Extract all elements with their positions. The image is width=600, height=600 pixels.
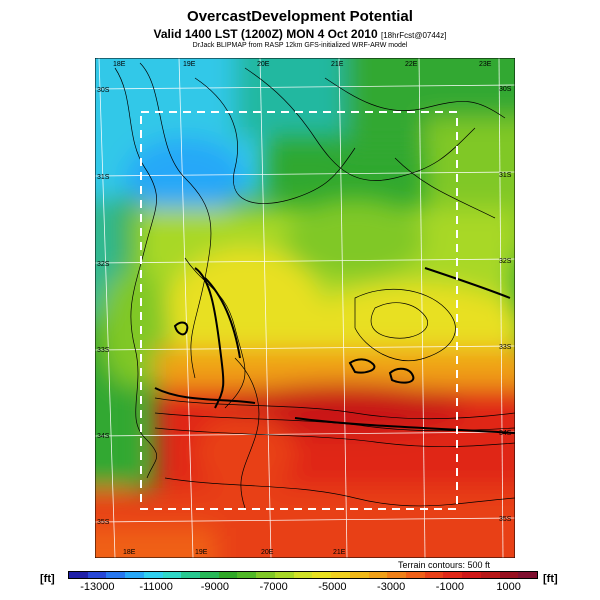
colorbar-swatch-24 (518, 572, 537, 578)
colorbar-swatch-5 (162, 572, 182, 578)
colorbar-swatch-0 (69, 572, 88, 578)
colorbar-swatch-19 (424, 572, 444, 578)
colorbar-swatch-14 (331, 572, 350, 578)
colorbar-swatch-23 (499, 572, 519, 578)
left-lat-label-5: 35S (97, 519, 110, 526)
colorbar-swatch-3 (125, 572, 144, 578)
bottom-lon-label-1: 19E (195, 549, 208, 556)
colorbar-tick-label-3: -7000 (259, 581, 288, 593)
valid-time-line: Valid 1400 LST (1200Z) MON 4 Oct 2010 [1… (0, 27, 600, 41)
subdomain-box (140, 111, 458, 510)
colorbar-swatch-17 (387, 572, 406, 578)
left-lat-label-3: 33S (97, 347, 110, 354)
bold-contours (154, 267, 515, 434)
overcast-field (95, 58, 515, 558)
left-lat-label-0: 30S (97, 87, 110, 94)
colorbar-swatch-13 (312, 572, 332, 578)
colorbar-swatch-4 (143, 572, 163, 578)
colorbar-tick-label-4: -5000 (318, 581, 347, 593)
top-lon-label-5: 23E (479, 61, 492, 68)
colorbar-swatch-16 (368, 572, 388, 578)
valid-time-text: Valid 1400 LST (1200Z) MON 4 Oct 2010 (153, 27, 378, 41)
map-plot: 18E 19E 20E 21E 22E 23E 18E 19E 20E 21E … (95, 58, 515, 558)
top-lon-label-1: 19E (183, 61, 196, 68)
right-lat-label-2: 32S (499, 258, 512, 265)
colorbar-swatch-1 (87, 572, 107, 578)
terrain-contours-note: Terrain contours: 500 ft (398, 560, 491, 570)
chart-title: OvercastDevelopment Potential (187, 8, 413, 25)
right-lat-label-3: 33S (499, 344, 512, 351)
colorbar-swatch-12 (293, 572, 313, 578)
colorbar-swatch-10 (256, 572, 275, 578)
source-line: DrJack BLIPMAP from RASP 12km GFS-initia… (192, 42, 408, 49)
colorbar-tick-label-6: -1000 (435, 581, 464, 593)
right-lat-label-5: 35S (499, 516, 512, 523)
colorbar-swatch-21 (462, 572, 481, 578)
forecast-tag: [18hrFcst@0744z] (380, 31, 447, 40)
colorbar-swatch-6 (181, 572, 201, 578)
terrain-contours (114, 62, 515, 509)
top-lon-label-3: 21E (331, 61, 344, 68)
bottom-lon-label-0: 18E (123, 549, 136, 556)
colorbar-swatch-18 (405, 572, 425, 578)
colorbar-swatch-7 (200, 572, 219, 578)
colorbar-ticks: -13000 -11000 -9000 -7000 -5000 -3000 -1000 100… (68, 581, 538, 597)
colorbar-swatch-8 (218, 572, 238, 578)
colorbar-tick-label-5: -3000 (377, 581, 406, 593)
top-lon-label-2: 20E (257, 61, 270, 68)
colorbar-tick-label-7: 1000 (496, 581, 521, 593)
right-lat-label-0: 30S (499, 86, 512, 93)
colorbar-tick-label-0: -13000 (80, 581, 115, 593)
top-lon-label-4: 22E (405, 61, 418, 68)
left-lat-label-4: 34S (97, 433, 110, 440)
left-lat-label-1: 31S (97, 174, 110, 181)
colorbar-swatch-15 (349, 572, 369, 578)
colorbar-swatch-20 (443, 572, 463, 578)
left-lat-label-2: 32S (97, 261, 110, 268)
colorbar-swatch-22 (480, 572, 500, 578)
bottom-lon-label-3: 21E (333, 549, 346, 556)
colorbar-unit-left: [ft] (40, 573, 55, 585)
right-lat-label-4: 34S (499, 430, 512, 437)
colorbar (68, 571, 538, 579)
lat-lon-grid (95, 58, 515, 558)
colorbar-tick-label-1: -11000 (139, 581, 173, 593)
colorbar-unit-right: [ft] (543, 573, 558, 585)
colorbar-swatch-9 (237, 572, 257, 578)
bottom-lon-label-2: 20E (261, 549, 274, 556)
right-lat-label-1: 31S (499, 172, 512, 179)
top-lon-label-0: 18E (113, 61, 126, 68)
colorbar-swatch-2 (106, 572, 126, 578)
colorbar-tick-label-2: -9000 (200, 581, 229, 593)
colorbar-swatch-11 (274, 572, 294, 578)
